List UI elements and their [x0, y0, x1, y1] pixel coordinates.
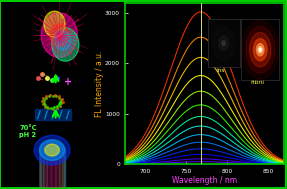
Polygon shape	[52, 28, 79, 61]
Text: Ins
Fibril: Ins Fibril	[250, 73, 264, 85]
Polygon shape	[39, 140, 65, 160]
Circle shape	[249, 33, 271, 67]
Circle shape	[242, 20, 279, 79]
Polygon shape	[45, 144, 59, 156]
Text: +: +	[64, 77, 72, 87]
Polygon shape	[44, 11, 65, 37]
Y-axis label: FL Intensity / a.u.: FL Intensity / a.u.	[95, 50, 104, 117]
Circle shape	[256, 43, 264, 56]
Polygon shape	[41, 13, 77, 57]
X-axis label: Wavelength / nm: Wavelength / nm	[172, 176, 237, 185]
Circle shape	[219, 36, 228, 50]
Polygon shape	[50, 24, 68, 46]
Text: Native
Ins: Native Ins	[211, 62, 230, 73]
Circle shape	[212, 26, 235, 60]
Circle shape	[253, 39, 267, 61]
Circle shape	[258, 47, 262, 53]
Polygon shape	[55, 32, 70, 50]
Circle shape	[222, 41, 225, 46]
Text: 70°C
pH 2: 70°C pH 2	[19, 125, 37, 138]
Polygon shape	[34, 135, 70, 165]
Circle shape	[259, 48, 261, 51]
Circle shape	[246, 26, 275, 73]
